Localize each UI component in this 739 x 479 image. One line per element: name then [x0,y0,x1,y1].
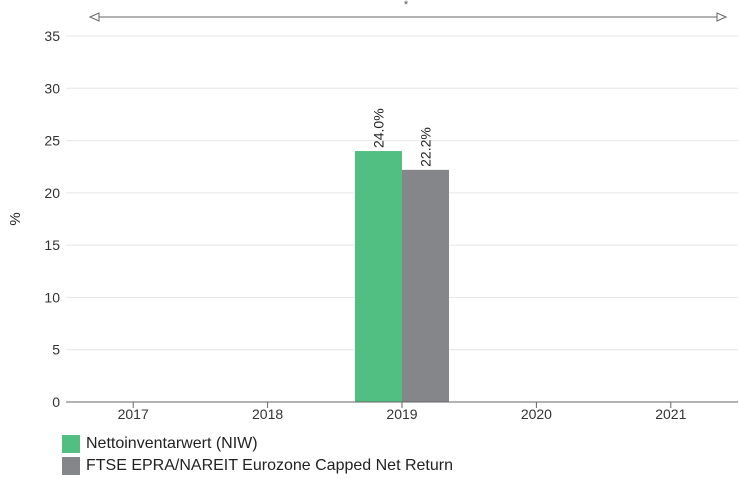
legend-item-benchmark[interactable]: FTSE EPRA/NAREIT Eurozone Capped Net Ret… [62,455,453,477]
legend-swatch-benchmark [62,457,80,475]
x-tick-label: 2019 [386,406,417,422]
y-tick-label: 0 [52,394,60,410]
y-tick-label: 5 [52,342,60,358]
bar-benchmark-2019[interactable] [402,169,449,402]
data-labels: 24.0% 22.2% [371,108,434,167]
y-axis-label: % [7,212,24,225]
x-tick-label: 2017 [118,406,149,422]
x-tick-label: 2018 [252,406,283,422]
legend-swatch-niw [62,435,80,453]
y-tick-label: 30 [44,80,60,96]
legend: Nettoinventarwert (NIW) FTSE EPRA/NAREIT… [62,433,453,477]
x-tick-label: 2021 [655,406,686,422]
y-axis-ticks: 0 5 10 15 20 25 30 35 [44,28,60,410]
bar-niw-2019[interactable] [355,151,402,402]
data-label: 22.2% [418,127,434,167]
y-tick-label: 15 [44,237,60,253]
legend-label-niw: Nettoinventarwert (NIW) [86,435,258,452]
data-label: 24.0% [371,108,387,148]
range-marker-left-arrow [88,12,100,22]
legend-item-niw[interactable]: Nettoinventarwert (NIW) [62,433,453,455]
y-tick-label: 20 [44,185,60,201]
x-axis-ticks: 2017 2018 2019 2020 2021 [118,402,687,422]
range-marker-label: * [404,0,409,11]
y-tick-label: 25 [44,133,60,149]
y-tick-label: 10 [44,289,60,305]
bars [355,151,449,402]
range-marker: * [88,0,728,22]
y-tick-label: 35 [44,28,60,44]
x-tick-label: 2020 [521,406,552,422]
range-marker-right-arrow [716,12,728,22]
legend-label-benchmark: FTSE EPRA/NAREIT Eurozone Capped Net Ret… [86,457,453,474]
